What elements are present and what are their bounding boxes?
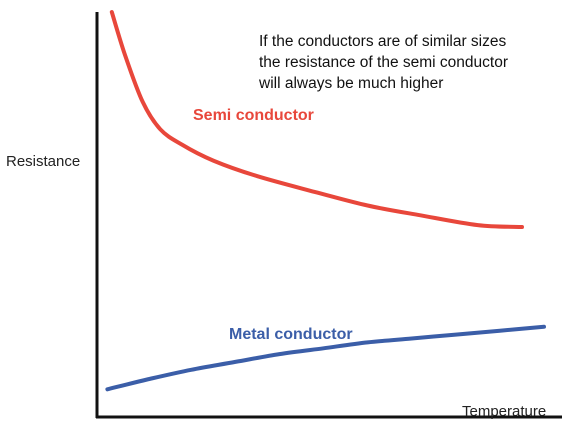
- annotation-line-1: If the conductors are of similar sizes: [259, 33, 506, 50]
- plot-area: [105, 10, 546, 392]
- series-label-metal-conductor: Metal conductor: [229, 326, 353, 343]
- series-line-metal-conductor: [105, 324, 546, 392]
- annotation-line-3: will always be much higher: [258, 75, 443, 92]
- annotation-line-2: the resistance of the semi conductor: [259, 54, 508, 71]
- y-axis-label: Resistance: [6, 153, 80, 170]
- x-axis-label: Temperature: [462, 403, 546, 420]
- series-label-semi-conductor: Semi conductor: [193, 107, 314, 124]
- series-line-semi-conductor: [109, 10, 524, 229]
